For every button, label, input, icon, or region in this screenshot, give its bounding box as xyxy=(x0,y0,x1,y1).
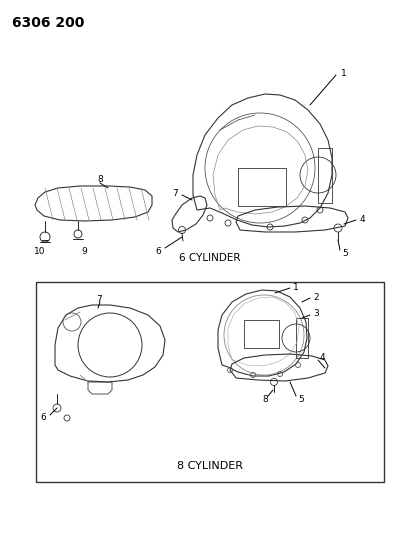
Text: 8: 8 xyxy=(262,394,268,403)
Text: 5: 5 xyxy=(342,249,348,259)
Text: 7: 7 xyxy=(96,295,102,303)
Text: 2: 2 xyxy=(313,293,319,302)
Text: 1: 1 xyxy=(293,282,299,292)
Text: 5: 5 xyxy=(298,395,304,405)
Text: 4: 4 xyxy=(360,215,366,224)
Bar xyxy=(296,318,308,358)
Text: 1: 1 xyxy=(341,69,347,77)
Text: 10: 10 xyxy=(34,246,46,255)
Text: 6306 200: 6306 200 xyxy=(12,16,84,30)
Text: 9: 9 xyxy=(81,246,87,255)
Text: 8: 8 xyxy=(97,175,103,184)
Bar xyxy=(244,320,279,348)
Bar xyxy=(36,282,384,482)
Text: 8 CYLINDER: 8 CYLINDER xyxy=(177,461,243,471)
Text: 3: 3 xyxy=(313,310,319,319)
Text: 7: 7 xyxy=(172,189,178,198)
Bar xyxy=(238,168,286,206)
Text: 6: 6 xyxy=(40,413,46,422)
Text: 6 CYLINDER: 6 CYLINDER xyxy=(179,253,241,263)
Bar xyxy=(318,148,332,203)
Text: 4: 4 xyxy=(320,353,326,362)
Text: 6: 6 xyxy=(155,246,161,255)
